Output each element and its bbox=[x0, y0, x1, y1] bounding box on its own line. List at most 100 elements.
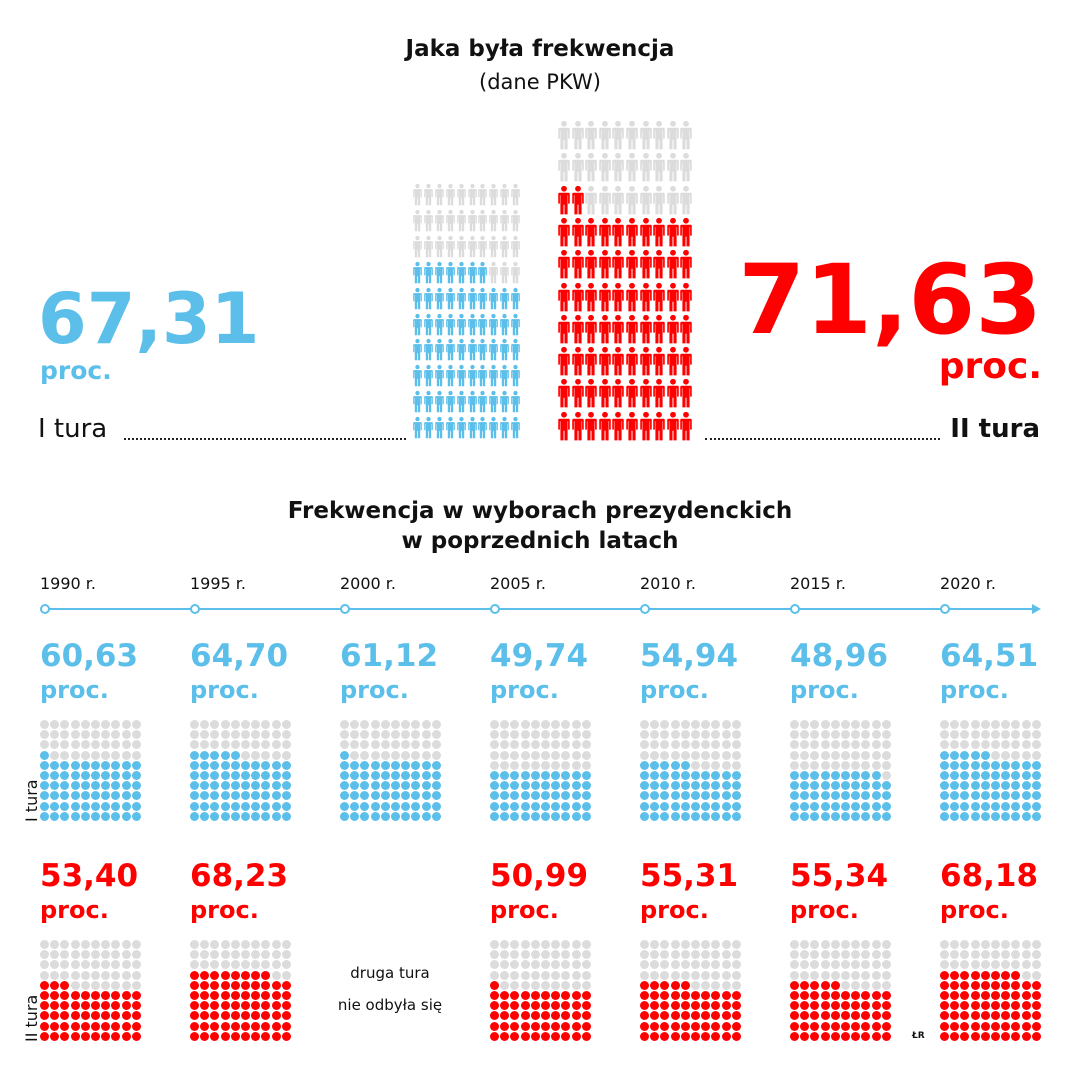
person-icon bbox=[639, 120, 652, 154]
dot-filled bbox=[251, 801, 261, 811]
dot-filled bbox=[261, 1011, 271, 1021]
dot-filled bbox=[380, 781, 390, 791]
dot-empty bbox=[1001, 740, 1011, 750]
dot-filled bbox=[281, 980, 291, 990]
dot-filled bbox=[60, 1021, 70, 1031]
dot-filled bbox=[230, 811, 240, 821]
dot-filled bbox=[370, 760, 380, 770]
dot-empty bbox=[1021, 720, 1031, 729]
person-icon bbox=[489, 287, 499, 314]
dot-empty bbox=[490, 740, 499, 750]
person-icon bbox=[653, 378, 665, 412]
dot-filled bbox=[670, 1001, 680, 1011]
dot-empty bbox=[1011, 960, 1021, 970]
dot-empty bbox=[190, 730, 199, 740]
dot-filled bbox=[411, 760, 421, 770]
dot-filled bbox=[861, 811, 871, 821]
dot-empty bbox=[350, 730, 360, 740]
dot-empty bbox=[350, 720, 360, 729]
dot-empty bbox=[940, 960, 949, 970]
person-icon bbox=[467, 338, 477, 365]
dot-empty bbox=[820, 730, 830, 740]
person-icon bbox=[571, 346, 584, 380]
dot-empty bbox=[251, 740, 261, 750]
dot-empty bbox=[541, 730, 550, 740]
dot-empty bbox=[500, 760, 510, 770]
dot-empty bbox=[1031, 960, 1041, 970]
dot-filled bbox=[861, 991, 871, 1000]
dot-filled bbox=[1001, 760, 1011, 770]
dot-filled bbox=[490, 771, 499, 780]
dot-filled bbox=[991, 1031, 1000, 1041]
dot-filled bbox=[1031, 791, 1041, 801]
dot-filled bbox=[970, 970, 980, 980]
dot-empty bbox=[80, 980, 90, 990]
dot-empty bbox=[520, 760, 530, 770]
dot-empty bbox=[350, 750, 360, 760]
dot-empty bbox=[551, 760, 561, 770]
dot-filled bbox=[360, 771, 370, 780]
dot-filled bbox=[851, 781, 861, 791]
round1-unit: proc. bbox=[190, 676, 259, 704]
dot-filled bbox=[970, 980, 980, 990]
dot-filled bbox=[101, 1021, 111, 1031]
dot-filled bbox=[571, 791, 581, 801]
dot-empty bbox=[881, 760, 891, 770]
dot-filled bbox=[60, 1031, 70, 1041]
dot-empty bbox=[271, 720, 281, 729]
dot-empty bbox=[70, 980, 80, 990]
dot-filled bbox=[960, 980, 970, 990]
dot-filled bbox=[230, 970, 240, 980]
dot-filled bbox=[281, 1021, 291, 1031]
dot-filled bbox=[1011, 791, 1021, 801]
dot-empty bbox=[881, 960, 891, 970]
person-icon bbox=[612, 120, 625, 154]
dot-empty bbox=[131, 940, 141, 949]
dot-filled bbox=[210, 1021, 220, 1031]
dot-filled bbox=[1001, 1011, 1011, 1021]
dot-filled bbox=[851, 801, 861, 811]
round2-value: 53,40 bbox=[40, 858, 139, 894]
dot-empty bbox=[581, 750, 591, 760]
person-icon bbox=[434, 287, 444, 314]
dot-filled bbox=[680, 791, 690, 801]
person-icon bbox=[456, 416, 466, 443]
dot-filled bbox=[820, 991, 830, 1000]
dot-filled bbox=[980, 1021, 990, 1031]
dot-empty bbox=[670, 970, 680, 980]
timeline bbox=[40, 604, 1041, 614]
dot-filled bbox=[970, 1021, 980, 1031]
dot-empty bbox=[131, 970, 141, 980]
dot-filled bbox=[841, 991, 850, 1000]
dot-empty bbox=[40, 720, 49, 729]
dot-filled bbox=[680, 760, 690, 770]
dot-filled bbox=[650, 771, 660, 780]
dot-filled bbox=[281, 801, 291, 811]
person-icon bbox=[667, 282, 679, 316]
dot-filled bbox=[350, 781, 360, 791]
dot-empty bbox=[210, 940, 220, 949]
dot-filled bbox=[650, 781, 660, 791]
dot-filled bbox=[261, 991, 271, 1000]
dot-empty bbox=[851, 750, 861, 760]
dot-empty bbox=[660, 730, 670, 740]
dot-empty bbox=[500, 960, 510, 970]
dot-empty bbox=[340, 720, 349, 729]
dot-empty bbox=[131, 750, 141, 760]
dot-empty bbox=[261, 940, 271, 949]
dot-filled bbox=[701, 1031, 711, 1041]
dot-filled bbox=[940, 970, 949, 980]
dot-filled bbox=[431, 791, 441, 801]
timeline-marker bbox=[490, 604, 500, 614]
dot-empty bbox=[281, 940, 291, 949]
dot-filled bbox=[571, 771, 581, 780]
dot-filled bbox=[60, 801, 70, 811]
dot-filled bbox=[200, 1031, 210, 1041]
dot-filled bbox=[571, 991, 581, 1000]
dot-filled bbox=[241, 801, 250, 811]
dot-empty bbox=[500, 970, 510, 980]
dot-empty bbox=[551, 730, 561, 740]
person-icon bbox=[680, 249, 693, 283]
dot-filled bbox=[810, 791, 820, 801]
dot-empty bbox=[60, 960, 70, 970]
